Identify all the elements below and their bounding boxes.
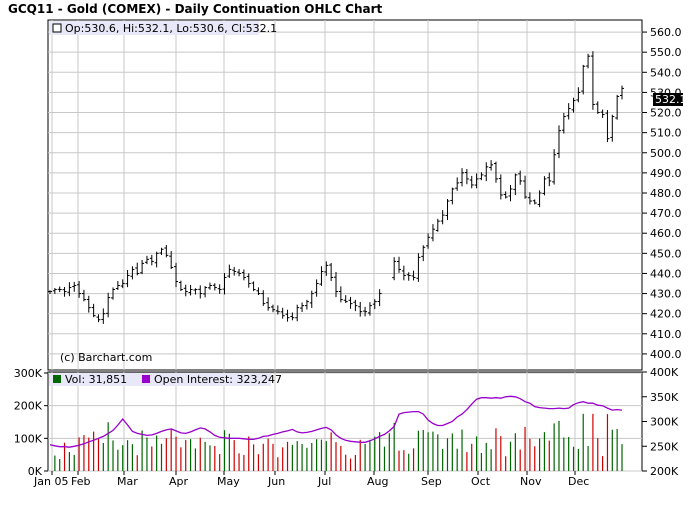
oi-tick-label: 200K — [650, 465, 679, 478]
oi-tick-label: 350K — [650, 391, 679, 404]
price-tick-label: 460.0 — [650, 227, 682, 240]
x-tick-label: Mar — [117, 475, 138, 488]
x-tick-label: Jul — [317, 475, 331, 488]
price-tick-label: 410.0 — [650, 328, 682, 341]
volume-tick-label: 100K — [14, 432, 43, 445]
price-tick-label: 500.0 — [650, 147, 682, 160]
price-tick-label: 470.0 — [650, 207, 682, 220]
open-interest-legend-text: Open Interest: 323,247 — [154, 373, 282, 386]
volume-legend-text: Vol: 31,851 — [65, 373, 127, 386]
x-tick-label: Feb — [71, 475, 90, 488]
price-tick-label: 480.0 — [650, 187, 682, 200]
x-tick-label: Dec — [568, 475, 589, 488]
last-price-badge — [653, 93, 683, 106]
x-tick-label: Jun — [267, 475, 285, 488]
volume-bars — [54, 413, 623, 471]
price-panel-frame — [47, 19, 643, 371]
volume-legend-swatch — [53, 375, 61, 383]
oi-tick-label: 300K — [650, 416, 679, 429]
price-tick-label: 550.0 — [650, 46, 682, 59]
price-tick-label: 450.0 — [650, 247, 682, 260]
x-axis: Jan 05 Feb Mar Apr May Jun Jul Aug Sep Oct Nov Dec — [33, 471, 589, 488]
volume-tick-label: 300K — [14, 367, 43, 380]
price-tick-label: 430.0 — [650, 288, 682, 301]
price-axis: 560.0550.0540.0530.0520.0510.0500.0490.0… — [642, 26, 682, 361]
price-legend-swatch — [52, 23, 62, 33]
x-tick-label: May — [217, 475, 240, 488]
x-tick-label: Apr — [169, 475, 189, 488]
price-tick-label: 440.0 — [650, 267, 682, 280]
volume-legend-box — [49, 373, 271, 386]
oi-tick-label: 250K — [650, 440, 679, 453]
x-tick-label: Sep — [421, 475, 442, 488]
open-interest-axis: 400K 350K 300K 250K 200K — [642, 366, 679, 478]
volume-axis: 300K 200K 100K 0K — [14, 367, 48, 478]
open-interest-line — [49, 395, 623, 448]
volume-tick-label: 0K — [28, 465, 43, 478]
price-tick-label: 400.0 — [650, 348, 682, 361]
x-tick-label: Oct — [471, 475, 491, 488]
price-tick-label: 510.0 — [650, 127, 682, 140]
price-legend-text: Op:530.6, Hi:532.1, Lo:530.6, Cl:532.1 — [65, 22, 277, 35]
copyright-text: (c) Barchart.com — [60, 351, 152, 364]
x-tick-label: Nov — [520, 475, 542, 488]
price-legend-box — [49, 21, 259, 35]
last-price-label: 532.1 — [655, 93, 687, 106]
chart-title: GCQ11 - Gold (COMEX) - Daily Continuatio… — [8, 2, 383, 16]
price-tick-label: 420.0 — [650, 308, 682, 321]
price-bars — [48, 51, 624, 324]
x-tick-label: Aug — [367, 475, 388, 488]
price-tick-label: 540.0 — [650, 66, 682, 79]
oi-tick-label: 400K — [650, 366, 679, 379]
price-tick-label: 560.0 — [650, 26, 682, 39]
volume-tick-label: 200K — [14, 400, 43, 413]
price-grid — [48, 20, 642, 370]
price-tick-label: 490.0 — [650, 167, 682, 180]
x-tick-label: Jan 05 — [33, 475, 68, 488]
open-interest-legend-swatch — [142, 375, 150, 383]
price-tick-label: 520.0 — [650, 107, 682, 120]
